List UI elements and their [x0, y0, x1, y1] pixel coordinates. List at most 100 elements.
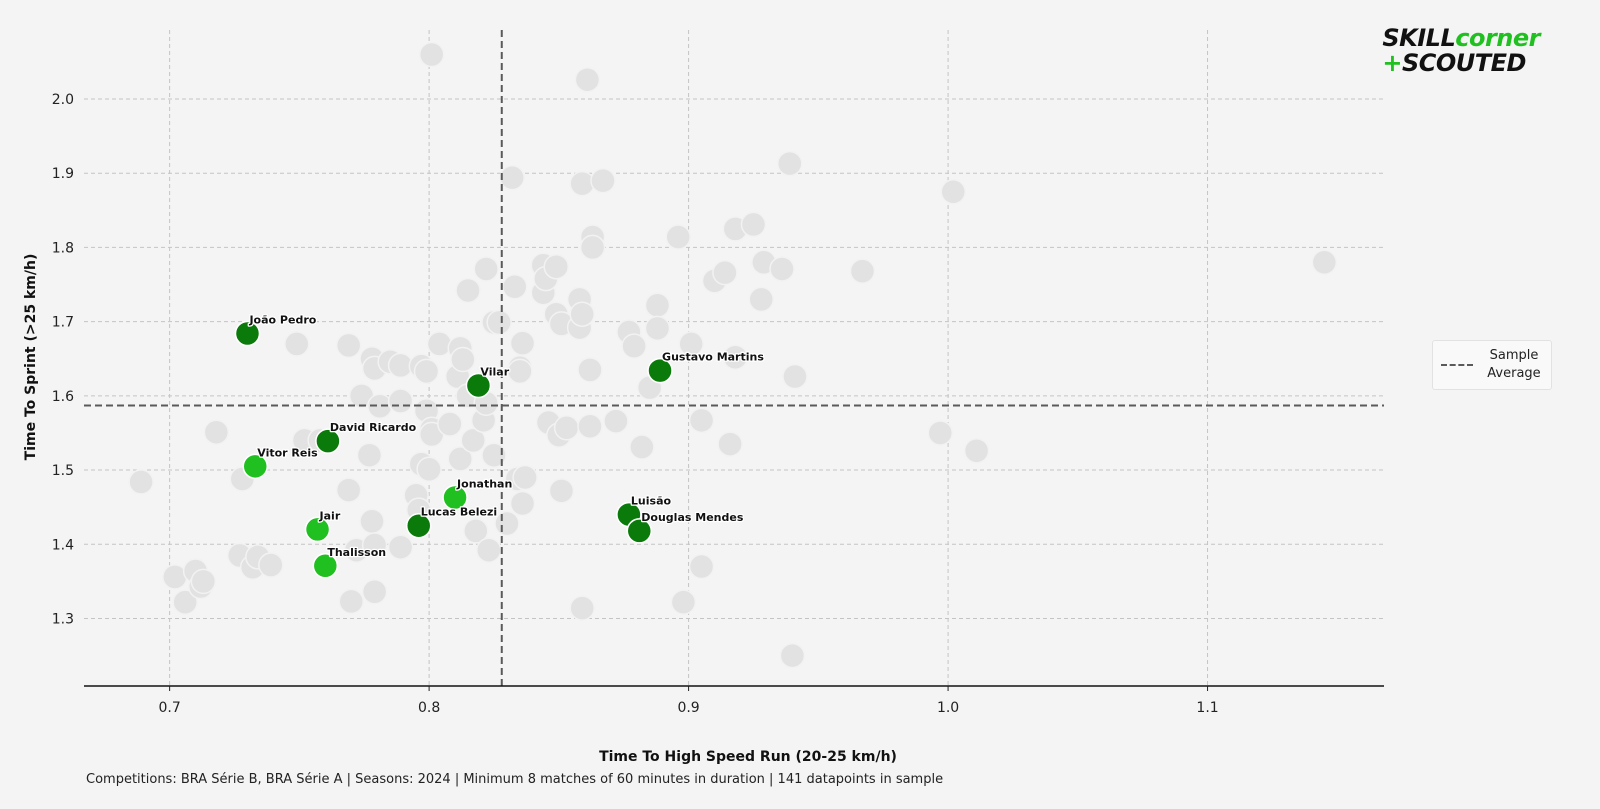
sample-point: [359, 508, 385, 535]
sample-points: [128, 41, 1338, 669]
highlighted-player-point: [242, 453, 269, 480]
highlighted-player-point: [442, 484, 468, 511]
sample-point: [481, 442, 507, 468]
y-tick-label: 1.9: [52, 166, 74, 182]
sample-point: [418, 41, 445, 68]
sample-point: [284, 331, 310, 357]
highlighted-player-label: Vitor Reis: [257, 446, 318, 459]
sample-point: [356, 442, 383, 468]
sample-point: [590, 167, 616, 194]
highlighted-player-label: Vilar: [480, 365, 509, 378]
y-tick-label: 1.4: [52, 537, 74, 553]
sample-point: [629, 434, 655, 460]
highlighted-player-label: João Pedro: [248, 314, 316, 327]
sample-point: [463, 518, 489, 544]
sample-point: [258, 552, 284, 578]
sample-point: [494, 510, 520, 537]
x-axis-title: Time To High Speed Run (20-25 km/h): [599, 749, 897, 765]
sample-point: [426, 331, 453, 357]
sample-point: [128, 469, 154, 495]
highlighted-player-point: [234, 320, 261, 347]
highlighted-player-point: [304, 516, 331, 543]
sample-point: [712, 259, 738, 286]
y-axis-title: Time To Sprint (>25 km/h): [23, 254, 39, 461]
highlighted-player-point: [312, 553, 339, 579]
sample-point: [678, 331, 704, 357]
sample-point: [740, 211, 767, 238]
footnote-caption: Competitions: BRA Série B, BRA Série A |…: [86, 772, 944, 787]
highlighted-player-label: David Ricardo: [330, 421, 417, 434]
sample-point: [501, 274, 528, 300]
highlighted-player-point: [465, 372, 492, 399]
sample-point: [512, 464, 538, 491]
y-tick-label: 1.7: [52, 315, 74, 331]
sample-point: [665, 224, 691, 250]
y-tick-label: 1.3: [52, 611, 74, 627]
x-tick-label: 1.0: [937, 700, 959, 716]
sample-point: [603, 408, 629, 434]
sample-average-lines: [84, 30, 1384, 686]
highlighted-player-label: Gustavo Martins: [662, 351, 764, 364]
sample-point: [335, 477, 362, 503]
highlighted-player-point: [626, 518, 653, 544]
highlighted-player-point: [315, 428, 341, 454]
sample-point: [644, 315, 671, 342]
legend: Sample Average: [1432, 340, 1552, 390]
sample-point: [579, 234, 606, 261]
sample-point: [574, 66, 601, 93]
sample-point: [722, 344, 749, 371]
sample-point: [644, 292, 671, 319]
sample-point: [548, 478, 575, 504]
sample-point: [190, 568, 217, 595]
x-tick-label: 0.7: [158, 700, 180, 716]
sample-point: [203, 419, 230, 445]
skillcorner-scouted-logo: SKILLcorner +SCOUTED: [1382, 24, 1540, 77]
sample-point: [577, 357, 603, 383]
sample-point: [455, 277, 481, 304]
sample-point: [413, 358, 440, 385]
sample-point: [569, 595, 595, 621]
sample-point: [1311, 249, 1338, 276]
y-tick-label: 2.0: [52, 92, 74, 108]
sample-point: [507, 358, 533, 385]
sample-point: [543, 253, 570, 280]
sample-point: [473, 256, 499, 282]
legend-dashed-line-swatch: [1441, 364, 1473, 366]
sample-point: [670, 589, 697, 615]
sample-point: [499, 164, 525, 191]
sample-point: [450, 346, 476, 373]
sample-point: [476, 537, 502, 563]
sample-point: [437, 411, 463, 437]
x-tick-label: 0.9: [677, 700, 699, 716]
sample-point: [172, 589, 198, 615]
sample-point: [387, 388, 414, 414]
x-tick-label: 0.8: [418, 700, 440, 716]
sample-point: [927, 420, 954, 446]
highlighted-player-point: [405, 512, 432, 539]
sample-point: [509, 330, 536, 356]
sample-point: [447, 446, 473, 472]
sample-point: [577, 413, 603, 440]
sample-point: [769, 256, 795, 282]
highlighted-player-label: Luisão: [631, 495, 672, 508]
sample-point: [963, 438, 990, 464]
highlighted-player-label: Thalisson: [327, 546, 386, 559]
highlighted-player-label: Lucas Belezi: [421, 506, 497, 519]
sample-point: [361, 532, 388, 558]
sample-point: [361, 579, 388, 605]
sample-point: [569, 301, 595, 327]
highlighted-player-label: Jair: [319, 509, 341, 522]
sample-point: [460, 427, 486, 454]
x-tick-label: 1.1: [1196, 700, 1218, 716]
sample-point: [849, 258, 876, 284]
sample-point: [486, 309, 512, 336]
highlighted-player-point: [647, 357, 673, 384]
highlighted-points: [234, 320, 673, 579]
sample-point: [416, 456, 442, 483]
highlighted-player-label: Jonathan: [456, 478, 512, 491]
sample-point: [777, 150, 803, 177]
y-tick-label: 1.5: [52, 463, 74, 479]
sample-point: [338, 588, 365, 615]
sample-point: [748, 286, 774, 313]
